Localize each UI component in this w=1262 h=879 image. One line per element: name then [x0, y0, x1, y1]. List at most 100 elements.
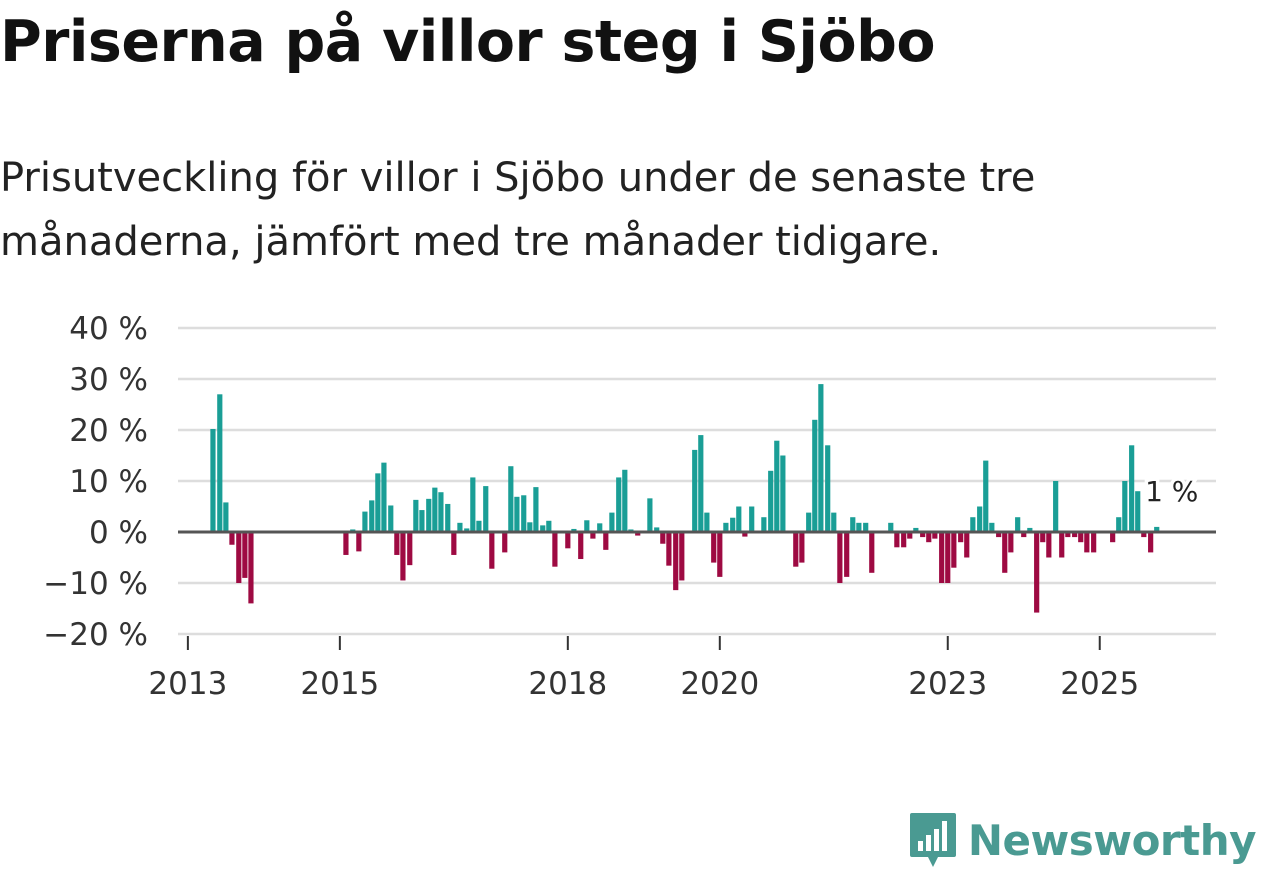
bar — [438, 492, 444, 532]
bar — [514, 496, 520, 532]
bar — [413, 499, 419, 532]
bar — [951, 532, 957, 568]
bar — [958, 532, 964, 543]
newsworthy-logo-icon — [909, 813, 956, 867]
bar — [977, 506, 983, 532]
bar — [603, 532, 609, 550]
y-tick-label: 40 % — [69, 311, 148, 347]
bar — [229, 532, 235, 545]
newsworthy-logo-text: Newsworthy — [967, 815, 1257, 865]
bar — [552, 532, 558, 567]
bar — [654, 527, 660, 532]
bar-chart: 40 %30 %20 %10 %0 %−10 %−20 % 2013 2015 20… — [43, 311, 1216, 702]
y-tick-label: 30 % — [69, 362, 148, 398]
last-value-annotation: 1 % — [1142, 472, 1202, 512]
bar — [1015, 517, 1021, 532]
bar — [806, 512, 812, 532]
bar — [210, 428, 216, 532]
bar — [502, 532, 508, 553]
y-tick-label: −10 % — [43, 566, 148, 602]
bar — [597, 523, 603, 532]
y-tick-label: −20 % — [43, 617, 148, 653]
bar — [894, 532, 900, 548]
bar — [989, 522, 995, 532]
x-tick-label: 2023 — [908, 666, 987, 702]
bars — [210, 384, 1160, 613]
bar — [571, 528, 577, 532]
bar — [445, 503, 451, 532]
bar — [742, 532, 748, 537]
y-tick-label: 0 % — [89, 515, 148, 551]
bar — [704, 512, 710, 532]
bar — [400, 532, 406, 581]
bar — [996, 532, 1002, 538]
y-axis-labels: 40 % 30 % 20 % 10 % 0 % −10 % −20 % — [43, 311, 148, 653]
bar — [584, 520, 590, 532]
bar — [983, 460, 989, 532]
bar — [451, 532, 457, 555]
bar — [369, 500, 375, 532]
x-tick-label: 2013 — [148, 666, 227, 702]
bar — [476, 520, 482, 532]
bar — [711, 532, 717, 563]
bar — [217, 394, 223, 532]
bar — [356, 532, 362, 552]
bar — [888, 522, 894, 532]
bar — [1065, 532, 1071, 538]
bar — [698, 435, 704, 532]
x-tick-label: 2018 — [528, 666, 607, 702]
bar — [869, 532, 875, 573]
bar — [565, 532, 571, 549]
bar — [432, 487, 438, 532]
bar — [749, 506, 755, 532]
bar — [1141, 532, 1147, 538]
bar — [464, 528, 470, 532]
bar — [1091, 532, 1097, 553]
bar — [932, 532, 938, 539]
bar — [1116, 517, 1122, 532]
bar — [939, 532, 945, 583]
bar — [1034, 532, 1040, 613]
newsworthy-logo: Newsworthy — [908, 811, 1257, 869]
bar — [717, 532, 723, 577]
bar — [578, 532, 584, 560]
bar — [736, 506, 742, 532]
bar — [1002, 532, 1008, 573]
bar — [1059, 532, 1065, 558]
bar — [1021, 532, 1027, 538]
bar — [375, 473, 381, 532]
bar — [223, 502, 229, 532]
bar — [426, 498, 432, 532]
bar — [761, 517, 767, 532]
annotation-label: 1 % — [1145, 475, 1198, 508]
bar — [844, 532, 850, 577]
gridlines — [178, 326, 1216, 636]
bar — [362, 511, 368, 532]
bar — [837, 532, 843, 583]
bar — [818, 384, 824, 532]
bar — [521, 495, 527, 532]
bar — [616, 477, 622, 532]
bar — [527, 522, 533, 532]
bar — [457, 522, 463, 532]
bar — [590, 532, 596, 539]
bar — [508, 466, 514, 532]
y-tick-label: 10 % — [69, 464, 148, 500]
bar — [470, 477, 476, 532]
bar — [856, 522, 862, 532]
bar — [1053, 481, 1059, 532]
x-axis: 2013 2015 2018 2020 2023 2025 — [148, 636, 1139, 702]
bar — [419, 510, 425, 532]
bar — [407, 532, 413, 566]
bar — [679, 532, 685, 581]
bar — [920, 532, 926, 538]
bar — [673, 532, 679, 591]
bar — [236, 532, 242, 583]
x-tick-label: 2025 — [1060, 666, 1139, 702]
bar — [692, 449, 698, 532]
bar — [388, 505, 394, 532]
bar — [1135, 491, 1141, 532]
bar — [970, 517, 976, 532]
chart-subtitle: Prisutveckling för villor i Sjöbo under … — [0, 155, 1036, 265]
bar — [1046, 532, 1052, 558]
